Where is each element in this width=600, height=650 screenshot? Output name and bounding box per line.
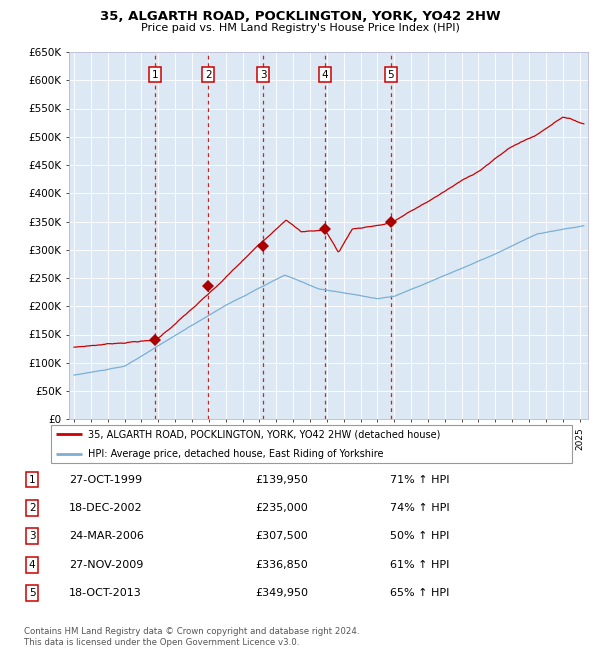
Text: 27-NOV-2009: 27-NOV-2009: [69, 560, 143, 570]
Text: £307,500: £307,500: [255, 532, 308, 541]
Text: 61% ↑ HPI: 61% ↑ HPI: [390, 560, 449, 570]
Text: 24-MAR-2006: 24-MAR-2006: [69, 532, 143, 541]
Text: 3: 3: [29, 532, 35, 541]
Text: £336,850: £336,850: [255, 560, 308, 570]
Text: 71% ↑ HPI: 71% ↑ HPI: [390, 474, 450, 485]
Text: 35, ALGARTH ROAD, POCKLINGTON, YORK, YO42 2HW: 35, ALGARTH ROAD, POCKLINGTON, YORK, YO4…: [100, 10, 500, 23]
Text: £235,000: £235,000: [255, 503, 308, 513]
Text: 5: 5: [388, 70, 394, 79]
Text: 50% ↑ HPI: 50% ↑ HPI: [390, 532, 449, 541]
Text: Price paid vs. HM Land Registry's House Price Index (HPI): Price paid vs. HM Land Registry's House …: [140, 23, 460, 33]
Text: 1: 1: [29, 474, 35, 485]
FancyBboxPatch shape: [50, 424, 572, 463]
Text: 65% ↑ HPI: 65% ↑ HPI: [390, 588, 449, 598]
Text: 2: 2: [29, 503, 35, 513]
Text: 35, ALGARTH ROAD, POCKLINGTON, YORK, YO42 2HW (detached house): 35, ALGARTH ROAD, POCKLINGTON, YORK, YO4…: [88, 430, 440, 439]
Text: 74% ↑ HPI: 74% ↑ HPI: [390, 503, 450, 513]
Text: 1: 1: [152, 70, 158, 79]
Text: 2: 2: [205, 70, 211, 79]
Text: 3: 3: [260, 70, 266, 79]
Text: 18-OCT-2013: 18-OCT-2013: [69, 588, 142, 598]
Text: 18-DEC-2002: 18-DEC-2002: [69, 503, 142, 513]
Text: 4: 4: [322, 70, 328, 79]
Text: HPI: Average price, detached house, East Riding of Yorkshire: HPI: Average price, detached house, East…: [88, 449, 383, 459]
Text: £349,950: £349,950: [255, 588, 308, 598]
Text: 27-OCT-1999: 27-OCT-1999: [69, 474, 142, 485]
Text: 4: 4: [29, 560, 35, 570]
Text: 5: 5: [29, 588, 35, 598]
Text: Contains HM Land Registry data © Crown copyright and database right 2024.
This d: Contains HM Land Registry data © Crown c…: [24, 627, 359, 647]
Text: £139,950: £139,950: [255, 474, 308, 485]
